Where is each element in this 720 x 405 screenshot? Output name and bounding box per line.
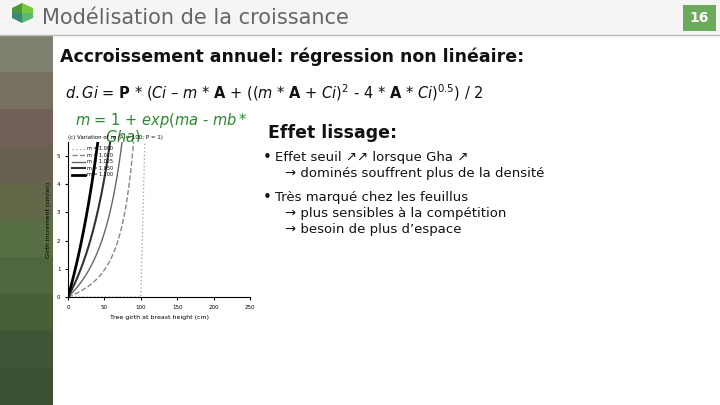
Polygon shape [22, 13, 33, 23]
Bar [0, 331, 53, 368]
Bar [0, 257, 53, 294]
Text: Accroissement annuel: régression non linéaire:: Accroissement annuel: régression non lin… [60, 48, 524, 66]
Bar [0, 72, 53, 109]
Y-axis label: Girth increment (cm/an): Girth increment (cm/an) [46, 181, 51, 258]
Bar [0, 183, 53, 220]
Text: Très marqué chez les feuillus: Très marqué chez les feuillus [275, 190, 468, 203]
Line: m = 1.025: m = 1.025 [68, 0, 250, 297]
Text: $\mathit{Gha)}$: $\mathit{Gha)}$ [105, 128, 141, 146]
Line: m = 1.010: m = 1.010 [68, 0, 250, 297]
Text: → plus sensibles à la compétition: → plus sensibles à la compétition [285, 207, 506, 220]
Bar [0, 146, 53, 183]
Legend: m = 1.000, m = 1.010, m = 1.025, m = 1.050, m = 1.100: m = 1.000, m = 1.010, m = 1.025, m = 1.0… [71, 145, 115, 179]
X-axis label: Tree girth at breast height (cm): Tree girth at breast height (cm) [109, 315, 209, 320]
Polygon shape [22, 3, 33, 13]
Line: m = 1.100: m = 1.100 [68, 0, 250, 297]
Polygon shape [12, 3, 22, 13]
Text: 16: 16 [689, 11, 708, 25]
m = 1.000 [63, 294, 72, 299]
Polygon shape [12, 13, 22, 23]
Text: •: • [263, 190, 272, 205]
m = 1.025 [63, 294, 72, 299]
Text: (c) Variation of m (A = 100; P = 1): (c) Variation of m (A = 100; P = 1) [68, 135, 163, 140]
Text: Effet lissage:: Effet lissage: [268, 124, 397, 142]
Bar [0, 35, 53, 72]
Bar [683, 5, 716, 31]
m = 1.100 [63, 294, 72, 299]
m = 1.000 [136, 294, 145, 299]
Bar [0, 0, 720, 35]
Text: $\mathbf{\mathit{m}}$ = 1 + $\mathit{exp(ma}$ - $\mathit{mb*}$: $\mathbf{\mathit{m}}$ = 1 + $\mathit{exp… [75, 111, 248, 130]
Bar [0, 368, 53, 405]
Line: m = 1.000: m = 1.000 [68, 0, 250, 297]
Bar [0, 220, 53, 257]
Text: Modélisation de la croissance: Modélisation de la croissance [42, 8, 349, 28]
Bar [0, 109, 53, 146]
Text: $\mathit{d.Gi}$ = $\mathbf{P}$ * ($\mathit{Ci}$ – $\mathbf{\mathit{m}}$ * $\math: $\mathit{d.Gi}$ = $\mathbf{P}$ * ($\math… [65, 83, 484, 103]
Bar [0, 294, 53, 331]
Line: m = 1.050: m = 1.050 [68, 0, 250, 297]
Text: → besoin de plus d’espace: → besoin de plus d’espace [285, 222, 462, 235]
Text: Effet seuil ↗↗ lorsque Gha ↗: Effet seuil ↗↗ lorsque Gha ↗ [275, 151, 469, 164]
Text: → dominés souffrent plus de la densité: → dominés souffrent plus de la densité [285, 166, 544, 179]
m = 1.050 [63, 294, 72, 299]
m = 1.010 [63, 294, 72, 299]
Text: •: • [263, 149, 272, 164]
